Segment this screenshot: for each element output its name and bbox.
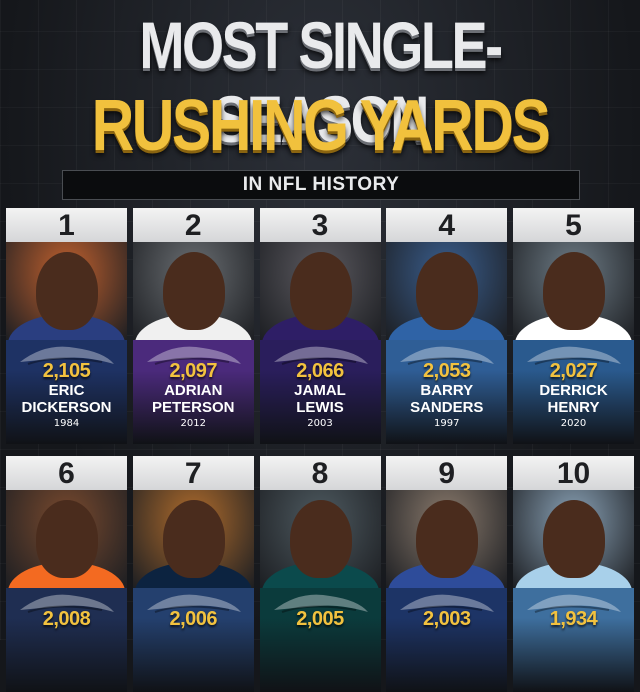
player-card: 8 2,005 [259, 456, 381, 692]
player-card: 6 2,008 [6, 456, 127, 692]
team-logo-icon [386, 588, 508, 618]
player-name: BARRY SANDERS [410, 382, 484, 416]
player-card: 5 2,027 DERRICK HENRY 2020 [513, 208, 634, 444]
season-year: 1997 [434, 418, 460, 429]
rank-number: 1 [6, 208, 127, 242]
season-year: 2020 [560, 418, 587, 429]
player-info: 2,006 [132, 608, 254, 692]
player-info: 2,027 DERRICK HENRY 2020 [513, 360, 634, 444]
player-info: 2,066 JAMAL LEWIS 2003 [259, 360, 381, 444]
player-photo [386, 490, 508, 588]
rank-number: 8 [259, 456, 381, 490]
rank-number: 9 [386, 456, 508, 490]
player-info: 2,005 [259, 608, 381, 692]
player-name: JAMAL LEWIS [294, 382, 346, 416]
player-photo [6, 242, 127, 340]
rushing-yards: 2,066 [296, 360, 344, 382]
title-line-1: MOST SINGLE-SEASON [139, 8, 503, 156]
team-logo-icon [513, 340, 634, 370]
player-card: 2 2,097 ADRIAN PETERSON 2012 [132, 208, 254, 444]
team-logo-icon [132, 588, 254, 618]
player-card: 3 2,066 JAMAL LEWIS 2003 [259, 208, 381, 444]
subtitle: IN NFL HISTORY [62, 170, 580, 200]
rank-number: 5 [513, 208, 634, 242]
team-logo-icon [259, 588, 381, 618]
team-logo-icon [6, 588, 127, 618]
rushing-yards: 2,053 [422, 360, 471, 382]
rushing-yards: 2,005 [296, 608, 344, 630]
player-info: 2,003 [386, 608, 508, 692]
rushing-yards: 2,097 [169, 360, 218, 382]
player-info: 1,934 [513, 608, 634, 692]
rushing-yards: 2,006 [169, 608, 218, 630]
rank-number: 6 [6, 456, 127, 490]
player-photo [513, 490, 634, 588]
player-card: 1 2,105 ERIC DICKERSON 1984 [6, 208, 127, 444]
player-card: 9 2,003 [386, 456, 508, 692]
rank-number: 3 [259, 208, 381, 242]
rushing-yards: 2,003 [422, 608, 471, 630]
player-info: 2,008 [6, 608, 127, 692]
player-photo [259, 490, 381, 588]
player-photo [513, 242, 634, 340]
team-logo-icon [386, 340, 508, 370]
rushing-yards: 2,027 [549, 360, 598, 382]
player-name: DERRICK HENRY [539, 382, 608, 416]
player-photo [132, 490, 254, 588]
player-info: 2,053 BARRY SANDERS 1997 [386, 360, 508, 444]
player-card: 4 2,053 BARRY SANDERS 1997 [386, 208, 508, 444]
player-photo [6, 490, 127, 588]
rank-number: 10 [513, 456, 634, 490]
player-photo [386, 242, 508, 340]
player-card: 7 2,006 [132, 456, 254, 692]
team-logo-icon [132, 340, 254, 370]
season-year: 1984 [53, 418, 80, 429]
team-logo-icon [6, 340, 127, 370]
player-grid: 1 2,105 ERIC DICKERSON 1984 2 2,097 ADRI… [6, 208, 634, 692]
season-year: 2003 [307, 418, 333, 429]
rank-number: 2 [132, 208, 254, 242]
rushing-yards: 1,934 [549, 608, 598, 630]
rushing-yards: 2,008 [42, 608, 91, 630]
player-info: 2,105 ERIC DICKERSON 1984 [6, 360, 127, 444]
player-photo [259, 242, 381, 340]
rank-number: 7 [132, 456, 254, 490]
player-info: 2,097 ADRIAN PETERSON 2012 [132, 360, 254, 444]
rushing-yards: 2,105 [42, 360, 91, 382]
team-logo-icon [513, 588, 634, 618]
player-name: ADRIAN PETERSON [151, 382, 235, 416]
team-logo-icon [259, 340, 381, 370]
season-year: 2012 [180, 418, 206, 429]
player-card: 10 1,934 [513, 456, 634, 692]
player-photo [132, 242, 254, 340]
rank-number: 4 [386, 208, 508, 242]
title-line-2: RUSHING YARDS [91, 86, 551, 166]
header: MOST SINGLE-SEASON RUSHING YARDS IN NFL … [0, 0, 640, 205]
player-name: ERIC DICKERSON [21, 382, 112, 416]
